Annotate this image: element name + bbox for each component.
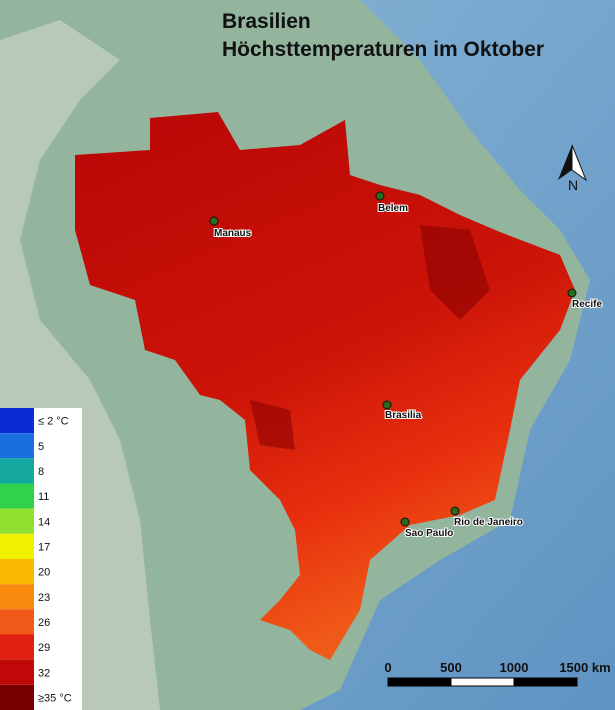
title: Höchsttemperaturen im Oktober bbox=[222, 38, 544, 61]
hot-zone bbox=[420, 225, 490, 320]
city-dot bbox=[450, 506, 460, 516]
legend-label: 26 bbox=[38, 617, 50, 629]
city-label: Rio de Janeiro bbox=[454, 517, 523, 528]
scale-label: 1000 bbox=[500, 660, 529, 675]
legend-label: 23 bbox=[38, 592, 50, 604]
scale-segment bbox=[387, 677, 452, 687]
legend-swatch bbox=[0, 584, 34, 610]
legend-label: 29 bbox=[38, 642, 50, 654]
city-dot bbox=[567, 288, 577, 298]
legend-label: 8 bbox=[38, 466, 44, 478]
legend-swatch bbox=[0, 634, 34, 660]
legend-label: ≤ 2 °C bbox=[38, 416, 69, 428]
city-dot bbox=[375, 191, 385, 201]
north-label: N bbox=[568, 177, 578, 193]
legend-swatch bbox=[0, 508, 34, 534]
title: Brasilien bbox=[222, 10, 311, 33]
scale-label: 500 bbox=[440, 660, 462, 675]
legend-swatch bbox=[0, 684, 34, 710]
legend-swatch bbox=[0, 458, 34, 484]
legend-label: 17 bbox=[38, 541, 50, 553]
legend-label: 11 bbox=[38, 491, 49, 503]
city-label: Recife bbox=[572, 299, 602, 310]
city-dot bbox=[209, 216, 219, 226]
legend-label: 32 bbox=[38, 667, 50, 679]
north-arrow: N bbox=[558, 144, 588, 193]
city-label: Sao Paulo bbox=[405, 528, 453, 539]
legend-swatch bbox=[0, 659, 34, 685]
scale-segment bbox=[450, 677, 515, 687]
legend-label: 5 bbox=[38, 441, 44, 453]
legend-swatch bbox=[0, 433, 34, 459]
city-dot bbox=[400, 517, 410, 527]
legend-label: ≥35 °C bbox=[38, 692, 72, 704]
hot-zone bbox=[250, 400, 295, 450]
city-label: Belem bbox=[378, 203, 408, 214]
city-label: Manaus bbox=[214, 228, 252, 239]
legend-swatch bbox=[0, 609, 34, 635]
scale-segment bbox=[513, 677, 578, 687]
legend-swatch bbox=[0, 559, 34, 585]
legend-swatch bbox=[0, 408, 34, 434]
city-label: Brasilia bbox=[385, 410, 422, 421]
city-dot bbox=[382, 400, 392, 410]
legend-label: 20 bbox=[38, 567, 50, 579]
legend-label: 14 bbox=[38, 516, 50, 528]
legend-swatch bbox=[0, 533, 34, 559]
legend-swatch bbox=[0, 483, 34, 509]
scale-label: 1500 km bbox=[559, 660, 610, 675]
scale-label: 0 bbox=[384, 660, 391, 675]
